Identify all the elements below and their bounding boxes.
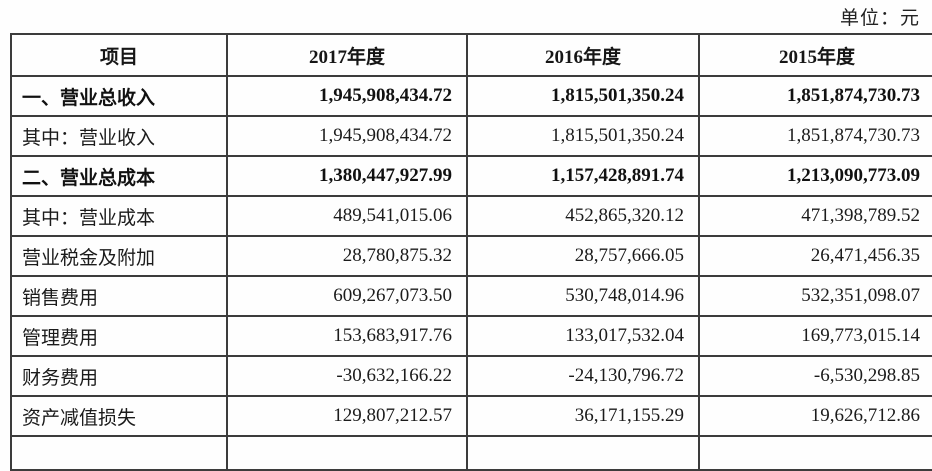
row-value-cell: 1,851,874,730.73 — [698, 75, 932, 117]
row-label-cell: 管理费用 — [10, 315, 228, 357]
table-row: 一、营业总收入 1,945,908,434.72 1,815,501,350.24 1… — [10, 75, 932, 117]
row-value-cell: 19,626,712.86 — [698, 395, 932, 437]
row-label-cell: 销售费用 — [10, 275, 228, 317]
row-label-cell: 其中：营业收入 — [10, 115, 228, 157]
row-value-cell: 1,945,908,434.72 — [226, 115, 468, 157]
table-row-partial — [10, 435, 932, 471]
row-value-cell: 129,807,212.57 — [226, 395, 468, 437]
row-label-cell: 二、营业总成本 — [10, 155, 228, 197]
table-row: 管理费用 153,683,917.76 133,017,532.04 169,773,… — [10, 315, 932, 357]
row-value-cell: 1,815,501,350.24 — [466, 115, 700, 157]
row-value-cell: 452,865,320.12 — [466, 195, 700, 237]
empty-cell — [466, 435, 700, 471]
table-row: 财务费用 -30,632,166.22 -24,130,796.72 -6,530,2… — [10, 355, 932, 397]
row-value-cell: 28,780,875.32 — [226, 235, 468, 277]
row-value-cell: 530,748,014.96 — [466, 275, 700, 317]
table-row: 营业税金及附加 28,780,875.32 28,757,666.05 26,471,… — [10, 235, 932, 277]
row-value-cell: 26,471,456.35 — [698, 235, 932, 277]
empty-cell — [698, 435, 932, 471]
row-label-cell: 一、营业总收入 — [10, 75, 228, 117]
row-value-cell: 1,815,501,350.24 — [466, 75, 700, 117]
column-header: 2017年度 — [226, 33, 468, 77]
income-statement-table: 项目 2017年度 2016年度 2015年度 一、营业总收入 1,945,908,43… — [10, 33, 932, 471]
column-header: 2015年度 — [698, 33, 932, 77]
table-row: 二、营业总成本 1,380,447,927.99 1,157,428,891.74 1… — [10, 155, 932, 197]
row-value-cell: 609,267,073.50 — [226, 275, 468, 317]
empty-cell — [226, 435, 468, 471]
column-header: 2016年度 — [466, 33, 700, 77]
row-value-cell: -24,130,796.72 — [466, 355, 700, 397]
row-label-cell: 营业税金及附加 — [10, 235, 228, 277]
row-value-cell: -30,632,166.22 — [226, 355, 468, 397]
row-value-cell: 28,757,666.05 — [466, 235, 700, 277]
row-value-cell: 133,017,532.04 — [466, 315, 700, 357]
table-row: 其中：营业收入 1,945,908,434.72 1,815,501,350.24 1… — [10, 115, 932, 157]
financial-report-page: 单位：元 项目 2017年度 2016年度 2015年度 一、营业总收入 1,945,9… — [10, 8, 932, 471]
row-label-cell: 财务费用 — [10, 355, 228, 397]
empty-cell — [10, 435, 228, 471]
table-header-row: 项目 2017年度 2016年度 2015年度 — [10, 33, 932, 77]
row-value-cell: 1,380,447,927.99 — [226, 155, 468, 197]
row-value-cell: 532,351,098.07 — [698, 275, 932, 317]
row-value-cell: 36,171,155.29 — [466, 395, 700, 437]
table-header: 项目 2017年度 2016年度 2015年度 — [10, 33, 932, 77]
row-value-cell: 471,398,789.52 — [698, 195, 932, 237]
row-value-cell: -6,530,298.85 — [698, 355, 932, 397]
row-value-cell: 153,683,917.76 — [226, 315, 468, 357]
row-value-cell: 1,213,090,773.09 — [698, 155, 932, 197]
table-row: 销售费用 609,267,073.50 530,748,014.96 532,351,… — [10, 275, 932, 317]
row-value-cell: 489,541,015.06 — [226, 195, 468, 237]
table-row: 其中：营业成本 489,541,015.06 452,865,320.12 471,3… — [10, 195, 932, 237]
row-value-cell: 1,945,908,434.72 — [226, 75, 468, 117]
table-body: 一、营业总收入 1,945,908,434.72 1,815,501,350.24 1… — [10, 75, 932, 471]
row-value-cell: 169,773,015.14 — [698, 315, 932, 357]
table-row: 资产减值损失 129,807,212.57 36,171,155.29 19,626,… — [10, 395, 932, 437]
row-value-cell: 1,157,428,891.74 — [466, 155, 700, 197]
row-value-cell: 1,851,874,730.73 — [698, 115, 932, 157]
column-header: 项目 — [10, 33, 228, 77]
unit-label: 单位：元 — [839, 8, 920, 29]
row-label-cell: 资产减值损失 — [10, 395, 228, 437]
row-label-cell: 其中：营业成本 — [10, 195, 228, 237]
